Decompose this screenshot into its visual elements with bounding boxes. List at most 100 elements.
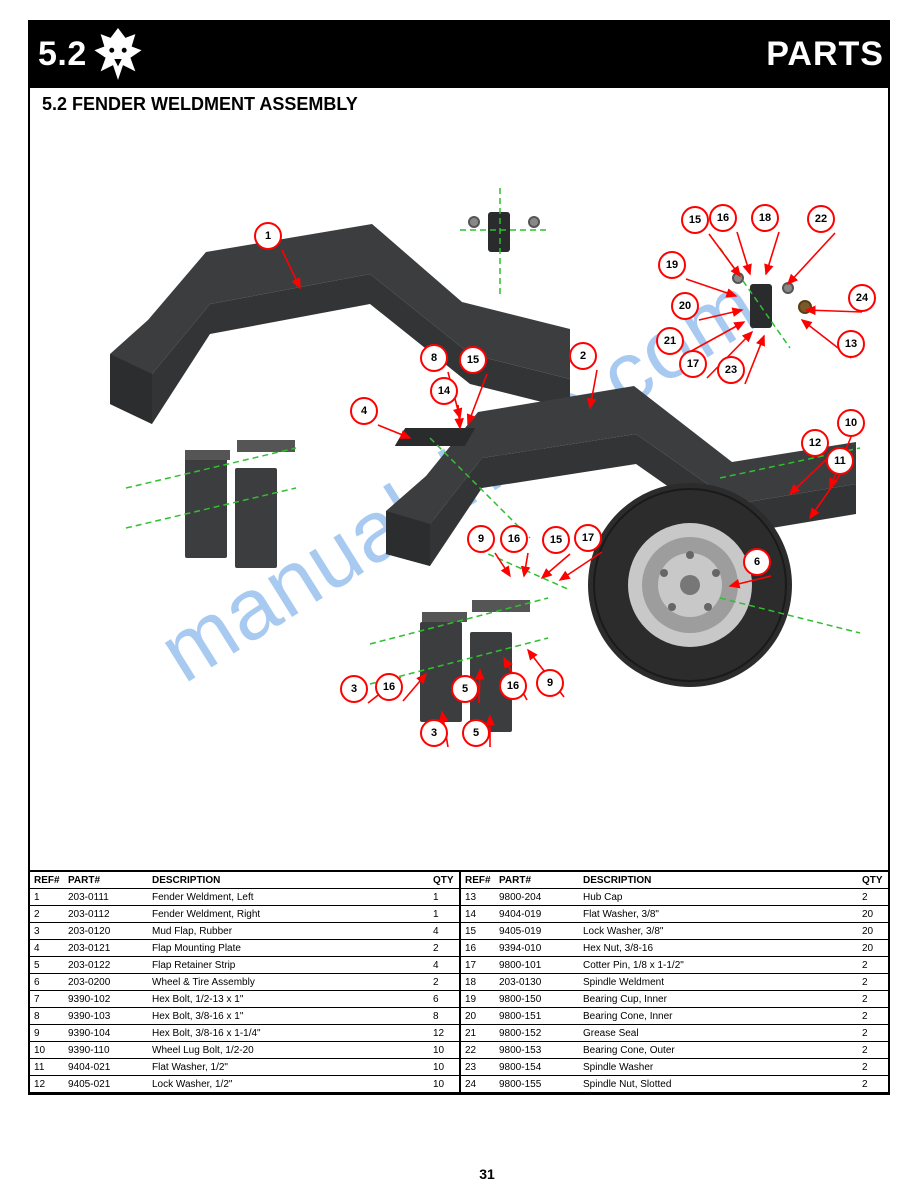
callout-11: 11 [826, 447, 854, 475]
washer-icon [782, 282, 794, 294]
cell-pn: 203-0122 [64, 957, 148, 974]
cell-desc: Wheel Lug Bolt, 1/2-20 [148, 1042, 429, 1059]
cell-pn: 203-0112 [64, 906, 148, 923]
cell-qty: 2 [858, 991, 888, 1008]
cell-ref: 8 [30, 1008, 64, 1025]
cell-qty: 2 [858, 1076, 888, 1093]
table-row: 219800-152Grease Seal2 [461, 1025, 888, 1042]
callout-22: 22 [807, 205, 835, 233]
cell-ref: 19 [461, 991, 495, 1008]
cell-ref: 12 [30, 1076, 64, 1093]
washer-icon [468, 216, 480, 228]
cell-pn: 9800-153 [495, 1042, 579, 1059]
cell-ref: 16 [461, 940, 495, 957]
cell-desc: Grease Seal [579, 1025, 858, 1042]
table-row: 6203-0200Wheel & Tire Assembly2 [30, 974, 459, 991]
page-number: 31 [28, 1166, 918, 1182]
cell-pn: 9800-154 [495, 1059, 579, 1076]
col-qty: QTY [858, 872, 888, 889]
cell-ref: 1 [30, 889, 64, 906]
section-number: 5.2 [28, 35, 87, 74]
table: REF# PART# DESCRIPTION QTY 139800-204Hub… [461, 872, 888, 1093]
header-bar: 5.2 PARTS [28, 20, 890, 88]
callout-15: 15 [542, 526, 570, 554]
exploded-diagram: 5.2 FENDER WELDMENT ASSEMBLY manualshive… [30, 88, 888, 870]
cell-ref: 10 [30, 1042, 64, 1059]
table-body: 1203-0111Fender Weldment, Left12203-0112… [30, 889, 459, 1093]
col-ref: REF# [461, 872, 495, 889]
cell-ref: 6 [30, 974, 64, 991]
table-row: 249800-155Spindle Nut, Slotted2 [461, 1076, 888, 1093]
cell-qty: 1 [429, 889, 459, 906]
header-title: PARTS [766, 35, 890, 74]
callout-24: 24 [848, 284, 876, 312]
cell-ref: 9 [30, 1025, 64, 1042]
spindle-upper [488, 212, 510, 252]
nut-icon [798, 300, 812, 314]
table-row: 18203-0130Spindle Weldment2 [461, 974, 888, 991]
mud-flap [420, 622, 462, 722]
mount-plate-right [395, 428, 475, 446]
cell-desc: Spindle Nut, Slotted [579, 1076, 858, 1093]
table-row: 159405-019Lock Washer, 3/8"20 [461, 923, 888, 940]
callout-12: 12 [801, 429, 829, 457]
cell-qty: 2 [858, 1059, 888, 1076]
callout-23: 23 [717, 356, 745, 384]
cell-desc: Cotter Pin, 1/8 x 1-1/2" [579, 957, 858, 974]
col-qty: QTY [429, 872, 459, 889]
cell-qty: 20 [858, 923, 888, 940]
table-row: 109390-110Wheel Lug Bolt, 1/2-2010 [30, 1042, 459, 1059]
cell-pn: 9405-019 [495, 923, 579, 940]
callout-9: 9 [536, 669, 564, 697]
callout-17: 17 [679, 350, 707, 378]
table-row: 129405-021Lock Washer, 1/2"10 [30, 1076, 459, 1093]
callout-6: 6 [743, 548, 771, 576]
flap-strip [185, 450, 230, 460]
cell-pn: 203-0111 [64, 889, 148, 906]
cell-pn: 9390-104 [64, 1025, 148, 1042]
callout-13: 13 [837, 330, 865, 358]
callout-5: 5 [451, 675, 479, 703]
spindle-right [750, 284, 772, 328]
col-ref: REF# [30, 872, 64, 889]
cell-qty: 2 [429, 940, 459, 957]
cell-pn: 9800-150 [495, 991, 579, 1008]
mud-flap [185, 458, 227, 558]
table-row: 119404-021Flat Washer, 1/2"10 [30, 1059, 459, 1076]
callout-16: 16 [500, 525, 528, 553]
cell-desc: Hub Cap [579, 889, 858, 906]
cell-pn: 203-0120 [64, 923, 148, 940]
wheel-assembly [585, 480, 795, 690]
cell-desc: Mud Flap, Rubber [148, 923, 429, 940]
flap-strip [422, 612, 467, 622]
cell-pn: 203-0130 [495, 974, 579, 991]
wolf-logo-icon [87, 23, 149, 85]
cell-ref: 15 [461, 923, 495, 940]
table-row: 2203-0112Fender Weldment, Right1 [30, 906, 459, 923]
callout-3: 3 [420, 719, 448, 747]
table-row: 89390-103Hex Bolt, 3/8-16 x 1"8 [30, 1008, 459, 1025]
table-row: 199800-150Bearing Cup, Inner2 [461, 991, 888, 1008]
cell-desc: Fender Weldment, Right [148, 906, 429, 923]
callout-1: 1 [254, 222, 282, 250]
cell-desc: Fender Weldment, Left [148, 889, 429, 906]
callout-8: 8 [420, 344, 448, 372]
cell-desc: Flap Mounting Plate [148, 940, 429, 957]
cell-ref: 20 [461, 1008, 495, 1025]
cell-qty: 2 [429, 974, 459, 991]
cell-desc: Lock Washer, 3/8" [579, 923, 858, 940]
table-row: 239800-154Spindle Washer2 [461, 1059, 888, 1076]
cell-ref: 23 [461, 1059, 495, 1076]
cell-desc: Hex Bolt, 3/8-16 x 1" [148, 1008, 429, 1025]
cell-qty: 8 [429, 1008, 459, 1025]
callout-16: 16 [499, 672, 527, 700]
callout-19: 19 [658, 251, 686, 279]
cell-ref: 5 [30, 957, 64, 974]
parts-table-right: REF# PART# DESCRIPTION QTY 139800-204Hub… [459, 872, 888, 1093]
callout-16: 16 [375, 673, 403, 701]
cell-desc: Wheel & Tire Assembly [148, 974, 429, 991]
cell-qty: 2 [858, 889, 888, 906]
cell-qty: 2 [858, 1008, 888, 1025]
washer-icon [732, 272, 744, 284]
cell-desc: Flap Retainer Strip [148, 957, 429, 974]
